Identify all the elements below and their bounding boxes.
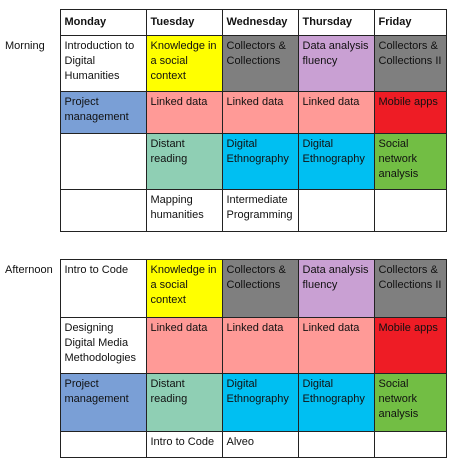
- session-cell: Linked data: [145, 91, 223, 134]
- session-cell: Intro to Code: [145, 431, 223, 458]
- schedule-row: Project management Distant reading Digit…: [1, 373, 447, 432]
- session-cell: [297, 189, 375, 232]
- session-cell: Intro to Code: [59, 259, 147, 318]
- session-cell: Linked data: [297, 317, 375, 374]
- day-header-monday: Monday: [59, 9, 147, 36]
- session-cell: Social network analysis: [373, 133, 447, 190]
- schedule-row: Mapping humanities Intermediate Programm…: [1, 189, 447, 232]
- session-cell: Distant reading: [145, 373, 223, 432]
- session-cell: Collectors & Collections: [221, 259, 299, 318]
- session-cell: Data analysis fluency: [297, 259, 375, 318]
- session-cell: Knowledge in a social context: [145, 35, 223, 92]
- session-cell: Digital Ethnography: [297, 133, 375, 190]
- session-cell: Mobile apps: [373, 317, 447, 374]
- session-cell: Knowledge in a social context: [145, 259, 223, 318]
- session-cell: Mobile apps: [373, 91, 447, 134]
- session-cell: Digital Ethnography: [221, 373, 299, 432]
- session-cell: Linked data: [297, 91, 375, 134]
- session-cell: Social network analysis: [373, 373, 447, 432]
- session-cell: [59, 431, 147, 458]
- schedule-row: Distant reading Digital Ethnography Digi…: [1, 133, 447, 190]
- header-row: Monday Tuesday Wednesday Thursday Friday: [1, 9, 447, 36]
- session-cell: Mapping humanities: [145, 189, 223, 232]
- corner-cell: [1, 10, 60, 36]
- session-label-morning: Morning: [5, 39, 45, 52]
- schedule-row: Designing Digital Media Methodologies Li…: [1, 317, 447, 374]
- session-cell: [59, 133, 147, 190]
- session-cell: Distant reading: [145, 133, 223, 190]
- session-cell: Digital Ethnography: [297, 373, 375, 432]
- session-cell: Designing Digital Media Methodologies: [59, 317, 147, 374]
- session-cell: Digital Ethnography: [221, 133, 299, 190]
- schedule-row: Intro to Code Alveo: [1, 431, 447, 458]
- session-cell: Collectors & Collections II: [373, 35, 447, 92]
- session-cell: Linked data: [145, 317, 223, 374]
- morning-schedule-table: Monday Tuesday Wednesday Thursday Friday…: [1, 9, 447, 232]
- session-cell: Intermediate Programming: [221, 189, 299, 232]
- session-cell: [297, 431, 375, 458]
- schedule-row: Afternoon Intro to Code Knowledge in a s…: [1, 259, 447, 318]
- day-header-wednesday: Wednesday: [221, 9, 299, 36]
- session-cell: Linked data: [221, 91, 299, 134]
- session-cell: Introduction to Digital Humanities: [59, 35, 147, 92]
- session-label-afternoon: Afternoon: [5, 263, 53, 276]
- day-header-thursday: Thursday: [297, 9, 375, 36]
- day-header-friday: Friday: [373, 9, 447, 36]
- session-cell: Project management: [59, 91, 147, 134]
- session-cell: Linked data: [221, 317, 299, 374]
- session-cell: Project management: [59, 373, 147, 432]
- schedule-row: Morning Introduction to Digital Humaniti…: [1, 35, 447, 92]
- session-cell: Collectors & Collections: [221, 35, 299, 92]
- session-cell: Data analysis fluency: [297, 35, 375, 92]
- session-cell: Alveo: [221, 431, 299, 458]
- session-cell: [373, 189, 447, 232]
- afternoon-schedule-table: Afternoon Intro to Code Knowledge in a s…: [1, 259, 447, 458]
- day-header-tuesday: Tuesday: [145, 9, 223, 36]
- session-cell: [59, 189, 147, 232]
- session-cell: [373, 431, 447, 458]
- schedule-row: Project management Linked data Linked da…: [1, 91, 447, 134]
- session-cell: Collectors & Collections II: [373, 259, 447, 318]
